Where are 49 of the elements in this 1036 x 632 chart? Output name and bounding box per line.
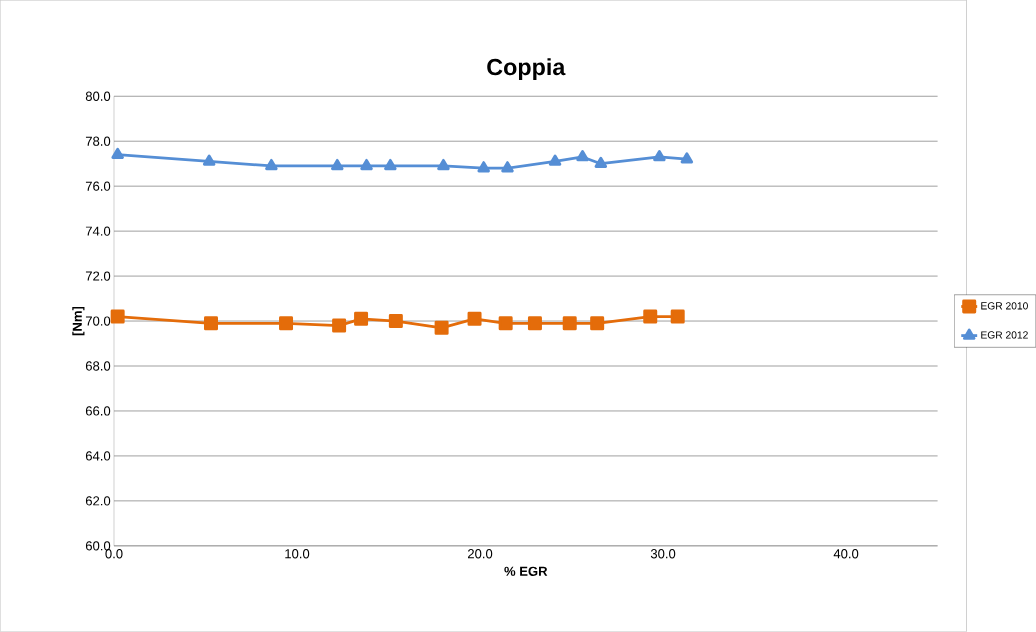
point: [467, 311, 482, 326]
point: [590, 316, 605, 331]
x-tick-label: 20.0: [467, 549, 493, 559]
point: [360, 159, 373, 171]
point: [332, 318, 347, 333]
x-tick-label: 30.0: [650, 549, 676, 559]
point: [576, 150, 589, 162]
point: [331, 159, 344, 171]
point: [680, 152, 694, 164]
point: [670, 309, 685, 324]
point: [265, 159, 278, 171]
point: [434, 320, 449, 335]
y-tick-label: 64.0: [85, 451, 111, 461]
point: [477, 161, 490, 173]
legend-label: EGR 2012: [981, 331, 1028, 339]
point: [204, 316, 218, 331]
x-tick-label: 0.0: [105, 549, 123, 559]
y-tick-label: 78.0: [85, 136, 111, 146]
point: [111, 147, 124, 159]
point: [643, 309, 658, 324]
y-tick-label: 80.0: [85, 91, 111, 101]
y-tick-label: 68.0: [85, 361, 111, 371]
point: [548, 154, 562, 166]
point: [527, 316, 542, 331]
y-tick-label: 66.0: [85, 406, 111, 416]
y-axis-title: [Nm]: [72, 306, 85, 336]
point: [498, 316, 513, 331]
y-tick-label: 76.0: [85, 181, 111, 191]
point: [279, 316, 294, 331]
chart-title: Coppia: [487, 58, 566, 80]
y-tick-label: 62.0: [85, 496, 111, 506]
x-tick-label: 40.0: [833, 549, 859, 559]
point: [653, 150, 666, 162]
point: [354, 311, 369, 326]
point: [388, 314, 403, 329]
point: [501, 161, 514, 173]
point: [594, 156, 608, 168]
point: [562, 316, 577, 331]
y-tick-label: 60.0: [85, 541, 111, 551]
y-tick-label: 72.0: [85, 271, 111, 281]
point: [437, 159, 450, 171]
point: [202, 154, 216, 166]
y-tick-label: 70.0: [85, 316, 111, 326]
y-tick-label: 74.0: [85, 226, 111, 236]
x-axis-title: % EGR: [504, 566, 548, 576]
point: [384, 159, 397, 171]
point: [110, 309, 125, 324]
legend-label: EGR 2010: [981, 302, 1028, 310]
x-tick-label: 10.0: [285, 549, 310, 559]
